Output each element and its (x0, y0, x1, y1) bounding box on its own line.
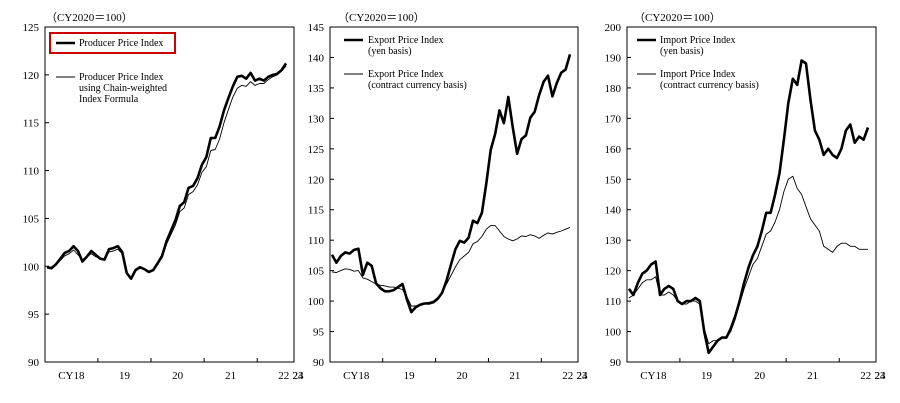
series-line-2 (628, 175, 868, 345)
y-tick-label: 130 (605, 235, 622, 247)
x-tick-label: 21 (807, 370, 818, 382)
legend-label: Index Formula (79, 94, 139, 105)
y-tick-label: 160 (605, 144, 622, 156)
y-tick-label: 120 (605, 266, 622, 278)
legend-label: (contract currency basis) (660, 80, 759, 91)
plot-frame (329, 26, 579, 363)
x-tick-label: CY18 (640, 370, 667, 382)
y-tick-label: 105 (23, 213, 40, 225)
y-tick-label: 100 (23, 261, 40, 273)
y-tick-label: 190 (605, 52, 622, 64)
y-tick-label: 105 (308, 266, 325, 278)
legend-label: Producer Price Index (79, 38, 163, 49)
legend-label: Producer Price Index (79, 72, 163, 83)
y-tick-label: 125 (23, 22, 40, 34)
y-tick-label: 200 (605, 22, 622, 34)
legend-label: (yen basis) (660, 46, 704, 57)
y-tick-label: 100 (308, 296, 325, 308)
unit-label: （CY2020＝100） (46, 11, 133, 24)
y-tick-label: 115 (308, 205, 325, 217)
legend-label: (yen basis) (368, 46, 412, 57)
y-tick-label: 135 (308, 83, 325, 95)
x-tick-label: 23 (577, 370, 589, 382)
x-tick-label: 22 (562, 370, 573, 382)
x-tick-label: 19 (404, 370, 416, 382)
unit-label: （CY2020＝100） (634, 11, 721, 24)
unit-label: （CY2020＝100） (338, 11, 425, 24)
legend-label: using Chain-weighted (79, 83, 167, 94)
y-tick-label: 90 (610, 357, 622, 369)
y-tick-label: 100 (605, 327, 622, 339)
x-tick-label: 24 (875, 370, 887, 382)
y-tick-label: 110 (308, 235, 325, 247)
x-tick-label: 22 (278, 370, 289, 382)
y-tick-label: 90 (28, 357, 40, 369)
y-tick-label: 180 (605, 83, 622, 95)
y-tick-label: 110 (605, 296, 622, 308)
x-tick-label: 20 (172, 370, 184, 382)
x-tick-label: 20 (754, 370, 766, 382)
y-tick-label: 140 (605, 205, 622, 217)
chart-panel-2: （CY2020＝100） 90 95 100 105 110 115 120 125 130 135… (308, 11, 589, 382)
legend-label: Import Price Index (660, 69, 736, 80)
legend-highlight-box (49, 32, 176, 54)
x-tick-label: CY18 (343, 370, 370, 382)
y-tick-label: 95 (28, 309, 40, 321)
y-tick-label: 140 (308, 52, 325, 64)
y-tick-label: 95 (313, 327, 325, 339)
series-line-1 (330, 54, 572, 314)
x-tick-label: 23 (875, 370, 887, 382)
x-tick-label: 21 (509, 370, 520, 382)
y-tick-label: 125 (308, 144, 325, 156)
legend-label: Export Price Index (368, 35, 444, 46)
y-tick-label: 120 (308, 174, 325, 186)
x-tick-label: 19 (701, 370, 713, 382)
series-line-2 (47, 65, 287, 279)
x-tick-label: 24 (293, 370, 305, 382)
y-tick-label: 130 (308, 113, 325, 125)
x-tick-label: 23 (293, 370, 305, 382)
x-tick-label: CY18 (58, 370, 85, 382)
plot-frame (44, 26, 295, 363)
x-tick-label: 22 (860, 370, 871, 382)
legend-label: Export Price Index (368, 69, 444, 80)
plot-frame (626, 26, 877, 363)
x-tick-label: 21 (225, 370, 236, 382)
series-line-1 (627, 59, 870, 355)
x-tick-label: 19 (119, 370, 131, 382)
legend-label: (contract currency basis) (368, 80, 467, 91)
x-tick-label: 24 (577, 370, 589, 382)
y-tick-label: 115 (23, 118, 40, 130)
y-tick-label: 170 (605, 113, 622, 125)
chart-panel-1: （CY2020＝100） 90 95 100 105 110 115 120 125 CY18 19… (23, 11, 305, 382)
y-tick-label: 145 (308, 22, 325, 34)
y-tick-label: 150 (605, 174, 622, 186)
x-tick-label: 20 (457, 370, 469, 382)
series-line-2 (331, 225, 571, 307)
legend-label: Import Price Index (660, 35, 736, 46)
chart-panel-3: （CY2020＝100） 90 100 110 120 130 140 150 160 170 18… (605, 11, 887, 382)
y-tick-label: 120 (23, 70, 40, 82)
y-tick-label: 90 (313, 357, 325, 369)
y-tick-label: 110 (23, 166, 40, 178)
